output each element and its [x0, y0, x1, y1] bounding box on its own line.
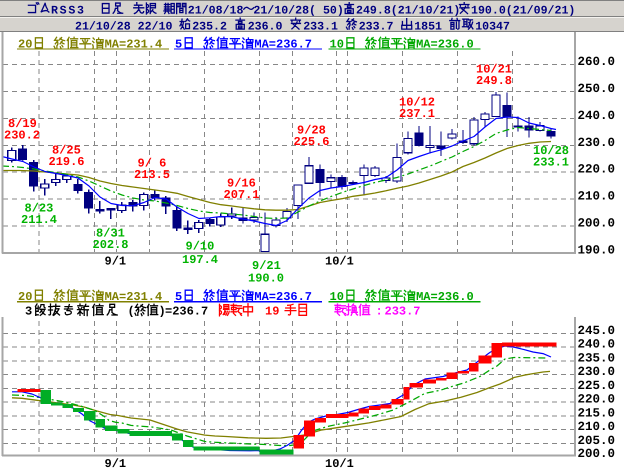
svg-text:21/10/28( 50): 21/10/28( 50)	[253, 5, 343, 18]
svg-text:5: 5	[175, 290, 182, 304]
svg-text:237.1: 237.1	[399, 107, 435, 121]
svg-text:19: 19	[265, 304, 279, 318]
svg-text:21/08/18: 21/08/18	[188, 5, 244, 18]
svg-text:260.0: 260.0	[578, 55, 616, 69]
svg-text:RSS3: RSS3	[51, 5, 86, 18]
svg-text:235.2: 235.2	[192, 20, 227, 33]
svg-text:5: 5	[175, 37, 182, 51]
svg-text:250.0: 250.0	[578, 82, 616, 96]
svg-text::: :	[376, 304, 383, 318]
svg-text:230.2: 230.2	[4, 129, 40, 143]
svg-text:225.6: 225.6	[294, 135, 330, 149]
svg-text:MA=231.4: MA=231.4	[105, 290, 163, 304]
svg-text:9/1: 9/1	[105, 255, 127, 269]
svg-text:202.8: 202.8	[93, 238, 129, 252]
svg-text:197.4: 197.4	[182, 253, 218, 267]
svg-text:233.7: 233.7	[385, 304, 421, 318]
svg-text:220.0: 220.0	[578, 393, 616, 407]
svg-text:233.1: 233.1	[533, 156, 569, 170]
svg-text:MA=236.0: MA=236.0	[416, 37, 474, 51]
svg-text:20: 20	[18, 290, 32, 304]
svg-text:9/16: 9/16	[227, 177, 256, 191]
svg-text:219.6: 219.6	[49, 155, 85, 169]
svg-text:10/1: 10/1	[325, 457, 354, 471]
svg-text:=236.7: =236.7	[165, 304, 208, 318]
svg-text:MA=236.0: MA=236.0	[416, 290, 474, 304]
svg-text:240.0: 240.0	[578, 109, 616, 123]
svg-text:211.4: 211.4	[21, 213, 57, 227]
svg-text:220.0: 220.0	[578, 163, 616, 177]
svg-text:200.0: 200.0	[578, 447, 616, 461]
svg-text:249.8: 249.8	[476, 74, 512, 88]
svg-text:225.0: 225.0	[578, 379, 616, 393]
svg-text:8/19: 8/19	[8, 117, 37, 131]
svg-text:): )	[159, 304, 166, 318]
svg-text:230.0: 230.0	[578, 136, 616, 150]
svg-text:205.0: 205.0	[578, 434, 616, 448]
svg-text:190.0: 190.0	[578, 243, 616, 257]
svg-text:215.0: 215.0	[578, 406, 616, 420]
svg-text:9/1: 9/1	[105, 457, 127, 471]
svg-text:245.0: 245.0	[578, 324, 616, 338]
svg-text:207.1: 207.1	[224, 188, 260, 202]
svg-text:8/23: 8/23	[25, 202, 54, 216]
svg-text:190.0: 190.0	[248, 272, 284, 286]
svg-text:210.0: 210.0	[578, 420, 616, 434]
svg-text:190.0(21/09/21): 190.0(21/09/21)	[471, 5, 575, 18]
svg-text:MA=236.7: MA=236.7	[254, 37, 312, 51]
svg-text:235.0: 235.0	[578, 351, 616, 365]
svg-text:10: 10	[330, 37, 344, 51]
svg-text:9/21: 9/21	[252, 259, 281, 273]
svg-text:20: 20	[18, 37, 32, 51]
svg-text:10/21: 10/21	[476, 63, 512, 77]
svg-text:10/12: 10/12	[399, 96, 435, 110]
svg-text:240.0: 240.0	[578, 338, 616, 352]
svg-text:210.0: 210.0	[578, 190, 616, 204]
svg-text:9/28: 9/28	[297, 124, 326, 138]
svg-text:200.0: 200.0	[578, 217, 616, 231]
svg-text:MA=231.4: MA=231.4	[105, 37, 163, 51]
svg-text:1851: 1851	[414, 20, 442, 33]
svg-text:21/10/28 22/10: 21/10/28 22/10	[75, 20, 172, 33]
svg-text:9/10: 9/10	[186, 240, 215, 254]
svg-text:10: 10	[330, 290, 344, 304]
svg-text:8/25: 8/25	[52, 144, 81, 158]
svg-text:9/ 6: 9/ 6	[138, 157, 167, 171]
svg-text:3: 3	[25, 304, 32, 318]
svg-text:(: (	[128, 304, 135, 318]
svg-text:213.5: 213.5	[134, 168, 170, 182]
svg-text:MA=236.7: MA=236.7	[254, 290, 312, 304]
svg-text:10/1: 10/1	[325, 255, 354, 269]
svg-text:233.7: 233.7	[359, 20, 394, 33]
svg-text:249.8(21/10/21): 249.8(21/10/21)	[356, 5, 460, 18]
svg-text:230.0: 230.0	[578, 365, 616, 379]
svg-text:8/31: 8/31	[96, 227, 125, 241]
svg-text:236.0: 236.0	[248, 20, 283, 33]
svg-text:10/28: 10/28	[533, 144, 569, 158]
svg-text:233.1: 233.1	[303, 20, 338, 33]
svg-text:10347: 10347	[475, 20, 510, 33]
